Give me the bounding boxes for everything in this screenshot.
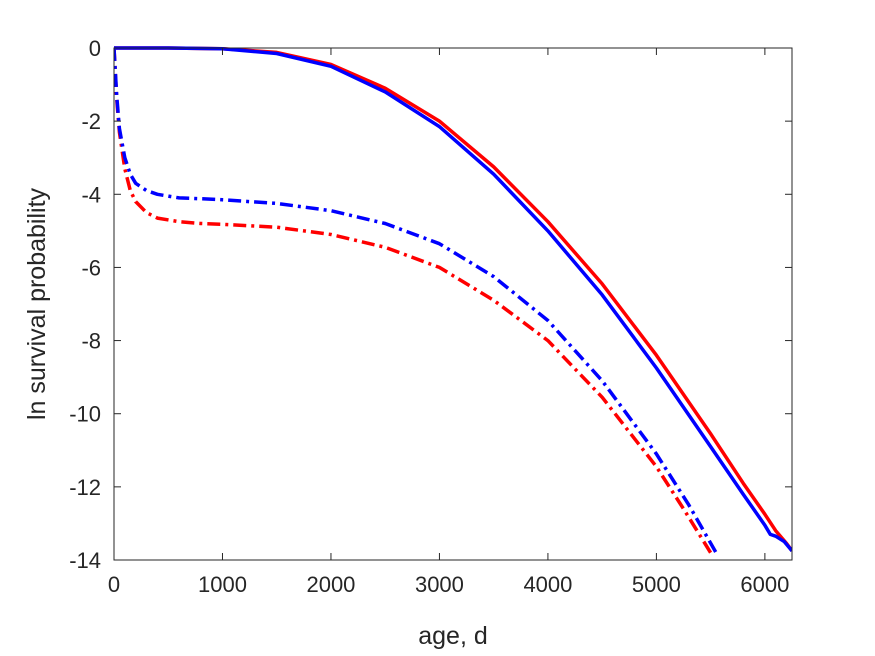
- y-tick-label: -8: [81, 329, 101, 354]
- x-axis-label: age, d: [418, 622, 488, 650]
- series-line-3: [114, 47, 713, 554]
- y-axis-label: ln survival probability: [23, 187, 51, 420]
- y-tick-label: -10: [69, 402, 101, 427]
- y-tick-label: -12: [69, 475, 101, 500]
- x-tick-label: 4000: [523, 572, 572, 597]
- y-tick-label: -6: [81, 255, 101, 280]
- series-line-2: [114, 46, 792, 553]
- y-tick-label: -2: [81, 109, 101, 134]
- y-tick-label: -4: [81, 182, 101, 207]
- x-tick-label: 6000: [740, 572, 789, 597]
- x-tick-label: 3000: [415, 572, 464, 597]
- x-tick-label: 5000: [632, 572, 681, 597]
- x-tick-label: 1000: [198, 572, 247, 597]
- series-line-4: [114, 47, 718, 554]
- y-tick-label: 0: [89, 36, 101, 61]
- x-tick-label: 0: [108, 572, 120, 597]
- axes-box: [113, 47, 793, 561]
- plot-area: [114, 48, 792, 560]
- y-tick-label: -14: [69, 548, 101, 573]
- x-tick-label: 2000: [306, 572, 355, 597]
